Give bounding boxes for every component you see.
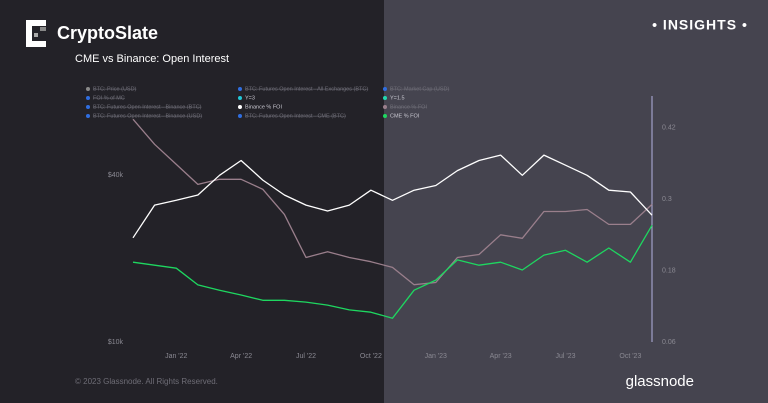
- legend-swatch: [86, 87, 90, 91]
- x-tick-label: Jan '22: [165, 353, 187, 360]
- legend-label: BTC: Futures Open Interest - All Exchang…: [245, 86, 368, 92]
- legend-label: Binance % FOI: [245, 104, 282, 110]
- legend-swatch: [86, 105, 90, 109]
- legend-swatch: [383, 105, 387, 109]
- y-tick-label: $10k: [108, 339, 124, 346]
- copyright: © 2023 Glassnode. All Rights Reserved.: [75, 377, 218, 386]
- footer-logo: glassnode: [626, 373, 694, 390]
- x-tick-label: Oct '23: [619, 353, 641, 360]
- chart-title: CME vs Binance: Open Interest: [75, 53, 229, 65]
- legend-label: Y=3: [245, 95, 255, 101]
- series-line: [132, 118, 653, 286]
- legend-swatch: [238, 96, 242, 100]
- x-tick-label: Apr '23: [490, 353, 512, 360]
- legend-label: BTC: Futures Open Interest - CME (BTC): [245, 113, 346, 119]
- brand-logo: [26, 20, 46, 47]
- x-tick-label: Jan '23: [425, 353, 447, 360]
- legend-label: BTC: Price (USD): [93, 86, 137, 92]
- legend-label: FOI % of MC: [93, 95, 125, 101]
- legend-swatch: [238, 87, 242, 91]
- legend-label: CME % FOI: [390, 113, 420, 119]
- legend-swatch: [86, 114, 90, 118]
- dark-panel: [0, 0, 384, 403]
- badge: • INSIGHTS •: [652, 17, 748, 33]
- legend-label: BTC: Futures Open Interest - Binance (US…: [93, 113, 202, 119]
- x-tick-label: Apr '22: [230, 353, 252, 360]
- series-line: [132, 154, 653, 239]
- y2-tick-label: 0.42: [662, 125, 676, 132]
- x-tick-label: Jul '22: [296, 353, 316, 360]
- x-tick-label: Jul '23: [555, 353, 575, 360]
- legend-label: Y=1.5: [390, 95, 405, 101]
- legend-label: BTC: Futures Open Interest - Binance (BT…: [93, 104, 202, 110]
- y2-tick-label: 0.18: [662, 267, 676, 274]
- legend-label: Binance % FOI: [390, 104, 427, 110]
- legend-label: BTC: Market Cap (USD): [390, 86, 449, 92]
- legend-swatch: [86, 96, 90, 100]
- legend-swatch: [383, 96, 387, 100]
- x-tick-label: Oct '22: [360, 353, 382, 360]
- light-panel: [384, 0, 768, 403]
- legend-swatch: [383, 87, 387, 91]
- y2-tick-label: 0.06: [662, 339, 676, 346]
- series-line: [132, 224, 653, 319]
- y2-tick-label: 0.3: [662, 196, 672, 203]
- brand: CryptoSlate: [57, 23, 158, 43]
- legend-swatch: [238, 114, 242, 118]
- y-tick-label: $40k: [108, 172, 124, 179]
- legend-swatch: [383, 114, 387, 118]
- legend-swatch: [238, 105, 242, 109]
